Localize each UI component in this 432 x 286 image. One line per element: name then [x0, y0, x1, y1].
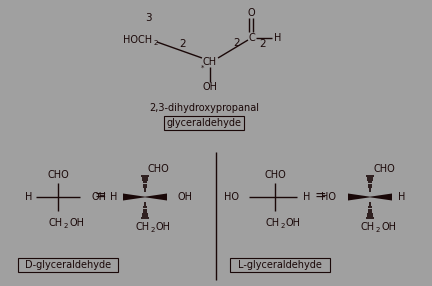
Text: 2: 2: [151, 227, 156, 233]
Text: OH: OH: [381, 222, 396, 232]
Text: 2: 2: [260, 39, 266, 49]
Text: OH: OH: [92, 192, 107, 202]
Text: H: H: [303, 192, 310, 202]
Text: CHO: CHO: [264, 170, 286, 180]
Text: HOCH: HOCH: [123, 35, 152, 45]
Text: OH: OH: [69, 218, 84, 228]
Text: H: H: [110, 192, 118, 202]
Text: L-glyceraldehyde: L-glyceraldehyde: [238, 260, 322, 270]
Text: 2: 2: [281, 223, 286, 229]
Text: HO: HO: [224, 192, 239, 202]
Bar: [18, 258, 118, 272]
Text: glyceraldehyde: glyceraldehyde: [166, 118, 241, 128]
Text: 2: 2: [180, 39, 186, 49]
Polygon shape: [123, 194, 145, 200]
Text: =: =: [94, 190, 106, 204]
Text: 2: 2: [64, 223, 68, 229]
Text: OH: OH: [203, 82, 217, 92]
Text: H: H: [398, 192, 405, 202]
Text: C: C: [249, 33, 255, 43]
Text: D-glyceraldehyde: D-glyceraldehyde: [25, 260, 111, 270]
Text: O: O: [247, 8, 255, 18]
Bar: [164, 116, 244, 130]
Text: CHO: CHO: [373, 164, 395, 174]
Text: CHO: CHO: [148, 164, 170, 174]
Text: *: *: [201, 65, 205, 71]
Text: CH: CH: [136, 222, 150, 232]
Text: H: H: [25, 192, 33, 202]
Text: CH: CH: [49, 218, 63, 228]
Text: 2: 2: [154, 40, 159, 46]
Polygon shape: [348, 194, 370, 200]
Text: OH: OH: [178, 192, 193, 202]
Text: 3: 3: [145, 13, 151, 23]
Text: 2: 2: [376, 227, 380, 233]
Text: CH: CH: [361, 222, 375, 232]
Polygon shape: [145, 194, 167, 200]
Text: H: H: [274, 33, 282, 43]
Polygon shape: [370, 194, 392, 200]
Text: HO: HO: [321, 192, 336, 202]
Text: CH: CH: [266, 218, 280, 228]
Text: CH: CH: [203, 57, 217, 67]
Text: OH: OH: [286, 218, 301, 228]
Text: 2,3-dihydroxypropanal: 2,3-dihydroxypropanal: [149, 103, 259, 113]
Text: OH: OH: [156, 222, 171, 232]
Text: =: =: [314, 190, 326, 204]
Text: 2: 2: [234, 38, 240, 48]
Text: CHO: CHO: [47, 170, 69, 180]
Bar: [230, 258, 330, 272]
